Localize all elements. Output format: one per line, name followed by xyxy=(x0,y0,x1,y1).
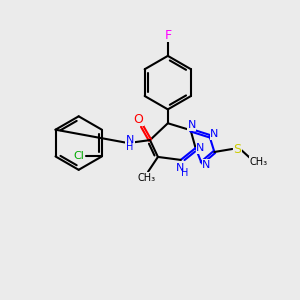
Text: N: N xyxy=(176,163,184,173)
Text: CH₃: CH₃ xyxy=(250,157,268,167)
Text: N: N xyxy=(202,160,211,170)
Text: H: H xyxy=(127,142,134,152)
Text: O: O xyxy=(133,113,143,126)
Text: Cl: Cl xyxy=(74,152,85,161)
Text: N: N xyxy=(210,129,219,139)
Text: F: F xyxy=(164,28,171,42)
Text: N: N xyxy=(126,135,134,145)
Text: CH₃: CH₃ xyxy=(138,173,156,183)
Text: N: N xyxy=(196,143,205,153)
Text: S: S xyxy=(233,142,241,155)
Text: N: N xyxy=(188,120,196,130)
Text: H: H xyxy=(181,168,188,178)
